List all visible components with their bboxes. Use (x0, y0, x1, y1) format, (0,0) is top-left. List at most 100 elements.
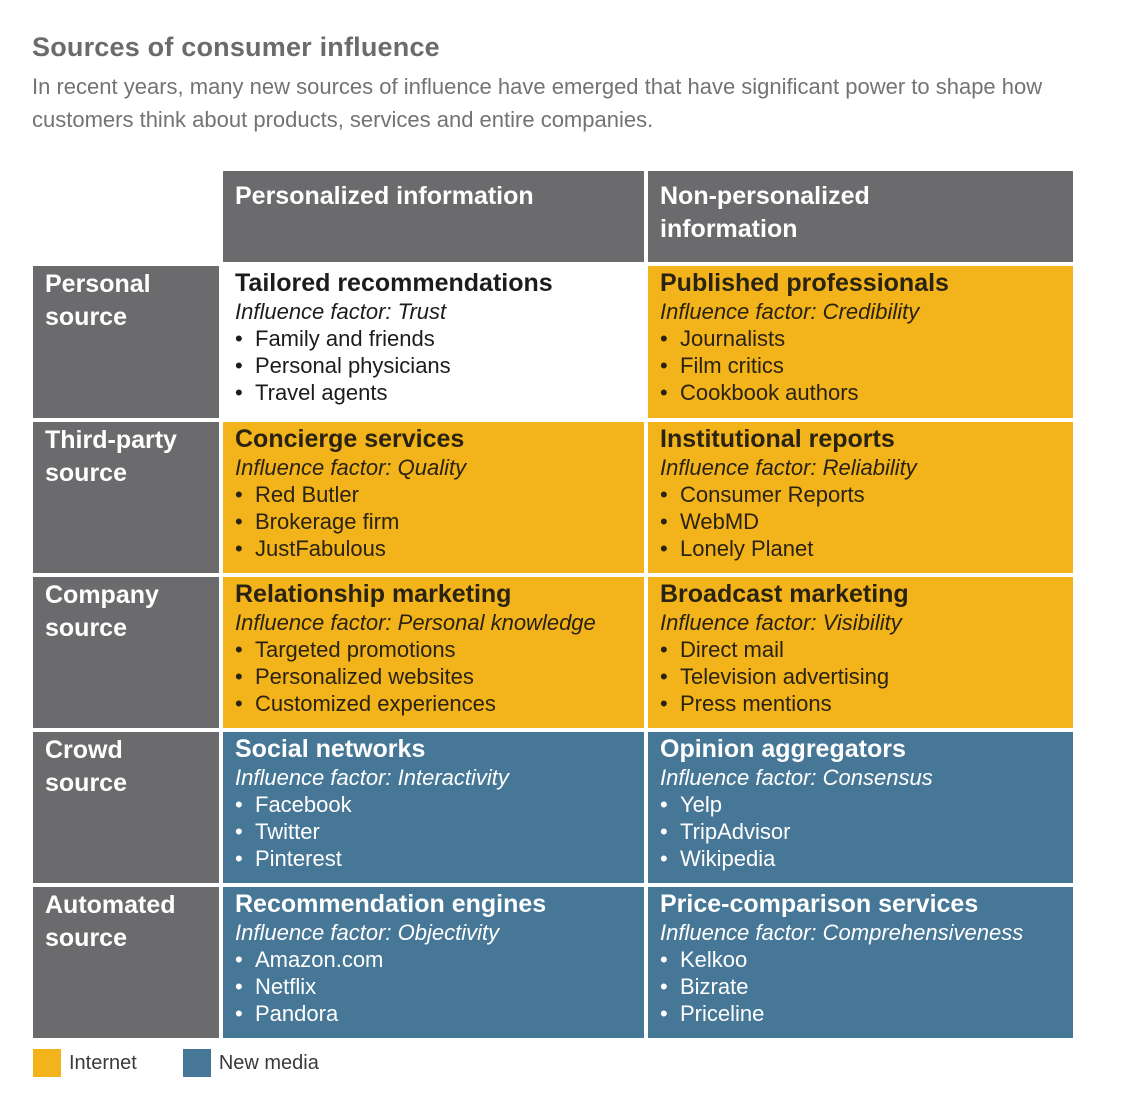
column-header-personalized: Personalized information (223, 171, 644, 262)
bullet-icon: • (660, 664, 668, 689)
row-header: Personal source (33, 266, 219, 418)
list-item: • Red Butler (235, 481, 634, 508)
legend-item-internet: Internet (33, 1049, 137, 1077)
list-item-text: Brokerage firm (255, 509, 400, 534)
matrix-cell: Tailored recommendations Influence factor… (223, 266, 644, 418)
cell-title: Concierge services (235, 425, 465, 453)
bullet-icon: • (660, 326, 668, 351)
bullet-icon: • (660, 846, 668, 871)
list-item-text: Wikipedia (680, 846, 776, 871)
cell-title: Recommendation engines (235, 890, 547, 918)
example-list: • Red Butler • Brokerage firm • JustFabulous (235, 481, 634, 562)
list-item-text: Bizrate (680, 974, 749, 999)
example-list: • Amazon.com • Netflix • Pandora (235, 946, 634, 1027)
bullet-icon: • (235, 353, 243, 378)
list-item: • Pinterest (235, 845, 634, 872)
matrix-cell: Relationship marketing Influence factor: … (223, 577, 644, 728)
influence-factor: Influence factor: Consensus (660, 765, 933, 790)
list-item: • Targeted promotions (235, 636, 634, 663)
legend-item-new-media: New media (182, 1049, 319, 1077)
bullet-icon: • (660, 482, 668, 507)
list-item: • Netflix (235, 973, 634, 1000)
bullet-icon: • (235, 664, 243, 689)
list-item: • Consumer Reports (660, 481, 1063, 508)
list-item: • Travel agents (235, 379, 634, 406)
example-list: • Yelp • TripAdvisor • Wikipedia (660, 791, 1063, 872)
bullet-icon: • (660, 536, 668, 561)
matrix-cell: Price-comparison services Influence facto… (648, 887, 1073, 1038)
example-list: • Consumer Reports • WebMD • Lonely Planet (660, 481, 1063, 562)
bullet-icon: • (235, 691, 243, 716)
cell-title: Tailored recommendations (235, 269, 553, 297)
cell-title: Institutional reports (660, 425, 895, 453)
list-item-text: Netflix (255, 974, 317, 999)
list-item: • Pandora (235, 1000, 634, 1027)
list-item: • Direct mail (660, 636, 1063, 663)
list-item: • Personal physicians (235, 352, 634, 379)
bullet-icon: • (660, 380, 668, 405)
list-item: • Film critics (660, 352, 1063, 379)
legend-label: New media (218, 1051, 319, 1074)
row-header: Company source (33, 577, 219, 728)
bullet-icon: • (235, 536, 243, 561)
list-item: • Lonely Planet (660, 535, 1063, 562)
influence-factor: Influence factor: Comprehensiveness (660, 920, 1024, 945)
row-header: Automated source (33, 887, 219, 1038)
list-item-text: Journalists (680, 326, 786, 351)
list-item: • JustFabulous (235, 535, 634, 562)
list-item: • Cookbook authors (660, 379, 1063, 406)
influence-factor: Influence factor: Interactivity (235, 765, 509, 790)
list-item: • Press mentions (660, 690, 1063, 717)
bullet-icon: • (660, 819, 668, 844)
list-item: • Facebook (235, 791, 634, 818)
list-item: • TripAdvisor (660, 818, 1063, 845)
bullet-icon: • (235, 509, 243, 534)
list-item-text: Twitter (255, 819, 320, 844)
list-item: • Wikipedia (660, 845, 1063, 872)
cell-title: Broadcast marketing (660, 580, 909, 608)
list-item-text: Television advertising (680, 664, 890, 689)
bullet-icon: • (660, 691, 668, 716)
list-item-text: Family and friends (255, 326, 435, 351)
legend: Internet New media (33, 1049, 365, 1077)
list-item-text: Priceline (680, 1001, 765, 1026)
example-list: • Direct mail • Television advertising • Pres… (660, 636, 1063, 717)
list-item-text: Pandora (255, 1001, 339, 1026)
list-item-text: Facebook (255, 792, 352, 817)
list-item-text: Travel agents (255, 380, 388, 405)
list-item-text: Press mentions (680, 691, 832, 716)
list-item-text: Cookbook authors (680, 380, 859, 405)
column-header-non-personalized: Non-personalized information (648, 171, 1073, 262)
bullet-icon: • (660, 353, 668, 378)
list-item: • Family and friends (235, 325, 634, 352)
influence-factor: Influence factor: Reliability (660, 455, 917, 480)
list-item-text: Kelkoo (680, 947, 748, 972)
bullet-icon: • (660, 1001, 668, 1026)
bullet-icon: • (235, 482, 243, 507)
list-item: • WebMD (660, 508, 1063, 535)
influence-factor: Influence factor: Visibility (660, 610, 902, 635)
example-list: • Kelkoo • Bizrate • Priceline (660, 946, 1063, 1027)
example-list: • Targeted promotions • Personalized websit… (235, 636, 634, 717)
cell-title: Price-comparison services (660, 890, 979, 918)
bullet-icon: • (235, 792, 243, 817)
cell-title: Published professionals (660, 269, 949, 297)
list-item-text: Personal physicians (255, 353, 451, 378)
bullet-icon: • (660, 974, 668, 999)
cell-title: Opinion aggregators (660, 735, 906, 763)
list-item-text: Targeted promotions (255, 637, 456, 662)
bullet-icon: • (235, 1001, 243, 1026)
list-item-text: TripAdvisor (680, 819, 791, 844)
matrix-cell: Recommendation engines Influence factor: … (223, 887, 644, 1038)
bullet-icon: • (235, 974, 243, 999)
list-item-text: Direct mail (680, 637, 784, 662)
influence-factor: Influence factor: Objectivity (235, 920, 500, 945)
list-item-text: Customized experiences (255, 691, 496, 716)
bullet-icon: • (235, 846, 243, 871)
list-item: • Bizrate (660, 973, 1063, 1000)
bullet-icon: • (235, 326, 243, 351)
list-item-text: Pinterest (255, 846, 342, 871)
list-item: • Journalists (660, 325, 1063, 352)
bullet-icon: • (660, 792, 668, 817)
list-item: • Kelkoo (660, 946, 1063, 973)
